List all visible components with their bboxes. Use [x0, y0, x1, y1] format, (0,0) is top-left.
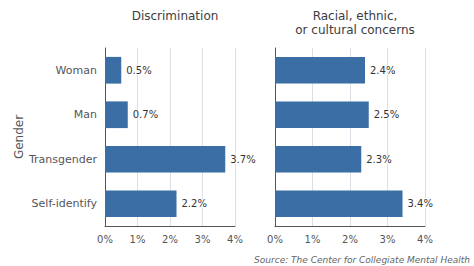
svg-text:4%: 4%: [417, 234, 433, 245]
svg-text:0%: 0%: [97, 234, 113, 245]
svg-text:2.5%: 2.5%: [374, 109, 399, 120]
svg-text:Gender: Gender: [12, 115, 26, 159]
svg-text:0.7%: 0.7%: [133, 109, 158, 120]
svg-text:0.5%: 0.5%: [126, 65, 151, 76]
svg-text:Racial, ethnic,: Racial, ethnic,: [313, 9, 398, 23]
svg-text:3%: 3%: [380, 234, 396, 245]
svg-text:Woman: Woman: [56, 64, 97, 77]
svg-text:2%: 2%: [162, 234, 178, 245]
svg-text:3%: 3%: [195, 234, 211, 245]
svg-text:Transgender: Transgender: [28, 153, 98, 166]
svg-text:0%: 0%: [267, 234, 283, 245]
svg-text:2.3%: 2.3%: [366, 154, 391, 165]
svg-text:Man: Man: [74, 108, 97, 121]
svg-text:1%: 1%: [305, 234, 321, 245]
svg-text:Discrimination: Discrimination: [132, 9, 219, 23]
svg-text:3.7%: 3.7%: [230, 154, 255, 165]
svg-text:2.2%: 2.2%: [182, 198, 207, 209]
svg-text:or cultural concerns: or cultural concerns: [295, 23, 414, 37]
svg-text:2%: 2%: [342, 234, 358, 245]
svg-text:3.4%: 3.4%: [408, 198, 433, 209]
svg-text:2.4%: 2.4%: [370, 65, 395, 76]
svg-text:Source: The Center for Collegi: Source: The Center for Collegiate Mental…: [254, 255, 470, 265]
svg-text:Self-identify: Self-identify: [32, 197, 98, 210]
svg-text:4%: 4%: [227, 234, 243, 245]
svg-text:1%: 1%: [130, 234, 146, 245]
